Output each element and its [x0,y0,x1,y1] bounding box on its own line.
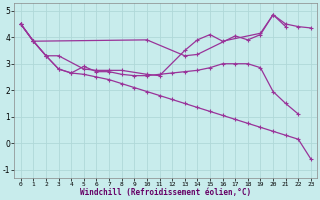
X-axis label: Windchill (Refroidissement éolien,°C): Windchill (Refroidissement éolien,°C) [80,188,252,197]
